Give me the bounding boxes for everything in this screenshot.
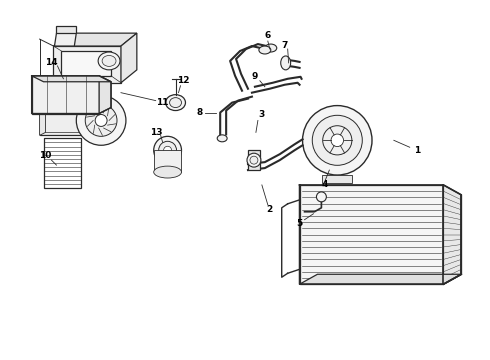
Circle shape	[312, 115, 362, 165]
Text: 14: 14	[45, 58, 58, 67]
Circle shape	[250, 156, 258, 164]
Text: 7: 7	[281, 41, 288, 50]
Ellipse shape	[98, 52, 120, 70]
Text: 10: 10	[39, 151, 52, 160]
Polygon shape	[32, 76, 99, 113]
Circle shape	[159, 141, 176, 159]
Polygon shape	[32, 76, 111, 82]
Ellipse shape	[281, 56, 291, 70]
Ellipse shape	[259, 46, 271, 54]
Circle shape	[164, 146, 171, 154]
Polygon shape	[44, 111, 87, 132]
Polygon shape	[154, 150, 181, 172]
Text: 2: 2	[267, 205, 273, 214]
Polygon shape	[299, 274, 461, 284]
Circle shape	[323, 126, 352, 155]
Text: 3: 3	[259, 110, 265, 119]
Polygon shape	[61, 51, 111, 76]
Polygon shape	[56, 26, 76, 33]
Circle shape	[76, 96, 126, 145]
Polygon shape	[54, 33, 76, 46]
Polygon shape	[40, 105, 91, 135]
Polygon shape	[91, 99, 103, 135]
Polygon shape	[322, 175, 352, 183]
Ellipse shape	[102, 55, 116, 66]
Ellipse shape	[170, 98, 181, 108]
Text: 11: 11	[156, 98, 169, 107]
Polygon shape	[121, 33, 137, 83]
Text: 13: 13	[150, 128, 163, 137]
Ellipse shape	[265, 44, 277, 52]
Polygon shape	[299, 185, 443, 284]
Text: 8: 8	[196, 108, 202, 117]
Text: 12: 12	[177, 76, 190, 85]
Polygon shape	[53, 46, 121, 83]
Circle shape	[331, 134, 343, 147]
Polygon shape	[99, 76, 111, 113]
Circle shape	[85, 105, 117, 136]
Ellipse shape	[154, 166, 181, 178]
Circle shape	[317, 192, 326, 202]
Text: 6: 6	[265, 31, 271, 40]
Circle shape	[247, 153, 261, 167]
Polygon shape	[40, 109, 46, 135]
Polygon shape	[53, 33, 137, 46]
Circle shape	[95, 114, 107, 126]
Polygon shape	[443, 185, 461, 284]
Text: 5: 5	[296, 219, 303, 228]
Polygon shape	[40, 99, 103, 105]
Circle shape	[302, 105, 372, 175]
Text: 4: 4	[321, 180, 328, 189]
Polygon shape	[248, 150, 260, 170]
Text: 9: 9	[252, 72, 258, 81]
Ellipse shape	[217, 135, 227, 142]
Ellipse shape	[166, 95, 185, 111]
Circle shape	[154, 136, 181, 164]
Text: 1: 1	[414, 146, 420, 155]
